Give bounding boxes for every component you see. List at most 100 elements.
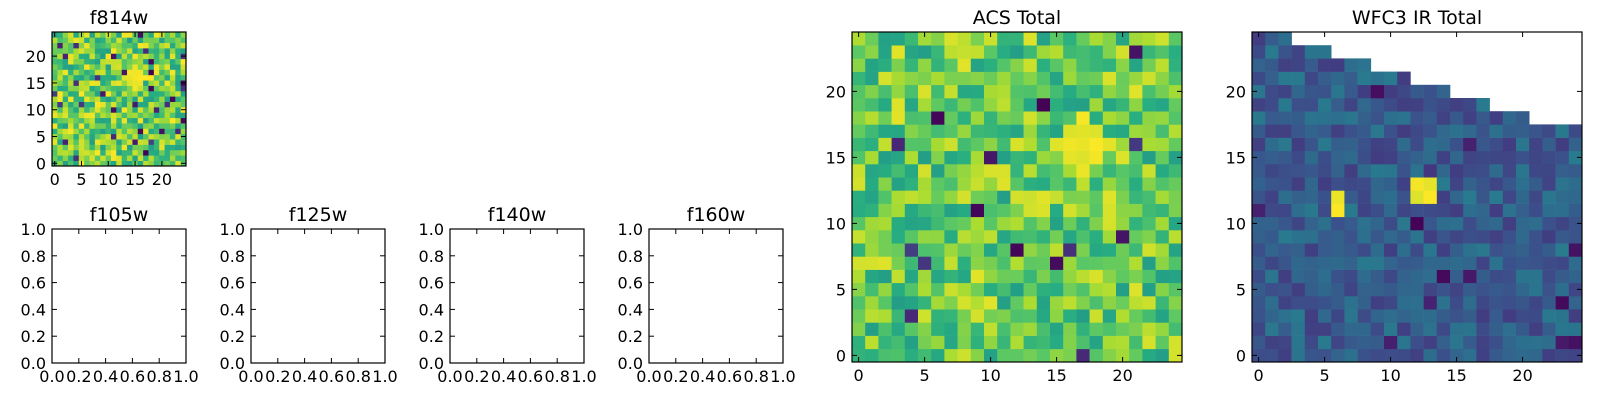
heatmap-cell <box>84 139 90 145</box>
heatmap-cell <box>878 150 892 165</box>
heatmap-cell <box>1555 309 1570 323</box>
heatmap-cell <box>132 123 139 129</box>
x-tick-label: 0.4 <box>292 367 317 386</box>
heatmap-cell <box>1476 203 1490 218</box>
heatmap-cell <box>1318 309 1332 323</box>
heatmap-cell <box>57 64 64 70</box>
heatmap-cell <box>852 282 866 297</box>
heatmap-cell <box>1102 282 1117 297</box>
heatmap-cell <box>52 64 58 70</box>
heatmap-cell <box>1116 111 1130 125</box>
heatmap-cell <box>1357 71 1372 86</box>
heatmap-cell <box>865 243 879 257</box>
heatmap-cell <box>1397 282 1411 297</box>
heatmap-cell <box>164 37 171 44</box>
heatmap-cell <box>73 96 80 102</box>
heatmap-cell <box>1023 177 1038 191</box>
heatmap-cell <box>169 69 176 76</box>
heatmap-cell <box>1089 58 1104 72</box>
heatmap-cell <box>1529 322 1543 336</box>
heatmap-cell <box>944 256 958 270</box>
heatmap-cell <box>1036 190 1051 204</box>
heatmap-cell <box>1489 335 1504 350</box>
heatmap-cell <box>1089 322 1104 336</box>
heatmap-cell <box>94 117 101 124</box>
heatmap-cell <box>1252 137 1266 152</box>
heatmap-cell <box>169 32 176 38</box>
heatmap-cell <box>1291 203 1306 218</box>
heatmap-cell <box>100 139 106 145</box>
heatmap-cell <box>159 155 165 161</box>
heatmap-cell <box>164 107 171 113</box>
heatmap-cell <box>1116 58 1130 72</box>
heatmap-cell <box>110 144 117 151</box>
heatmap-cell <box>159 42 165 49</box>
heatmap-cell <box>127 74 133 81</box>
heatmap-cell <box>918 348 932 363</box>
heatmap-cell <box>1265 84 1279 99</box>
heatmap-cell <box>931 216 945 231</box>
heatmap-cell <box>1010 164 1024 178</box>
heatmap-cell <box>1344 71 1358 86</box>
heatmap-cell <box>169 160 176 167</box>
heatmap-cell <box>143 64 149 70</box>
x-tick-label: 10 <box>980 366 1000 385</box>
heatmap-cell <box>1318 177 1332 191</box>
heatmap-cell <box>1155 348 1170 363</box>
heatmap-cell <box>1423 256 1438 270</box>
heatmap-cell <box>100 69 106 76</box>
heatmap-cell <box>105 107 112 113</box>
heatmap-cell <box>148 80 155 86</box>
heatmap-cell <box>121 144 128 151</box>
heatmap-cell <box>1423 282 1438 297</box>
heatmap-cell <box>1318 190 1332 204</box>
heatmap-cell <box>127 155 133 161</box>
heatmap-cell <box>78 139 85 145</box>
heatmap-cell <box>143 149 149 156</box>
heatmap-cell <box>1010 98 1024 112</box>
heatmap-cell <box>1129 71 1143 86</box>
heatmap-cell <box>1568 216 1583 231</box>
heatmap-cell <box>1142 216 1156 231</box>
heatmap-cell <box>1344 322 1358 336</box>
heatmap-cell <box>1063 190 1077 204</box>
heatmap-cell <box>62 144 69 151</box>
heatmap-cell <box>1278 177 1292 191</box>
heatmap-cell <box>984 216 998 231</box>
heatmap-cell <box>1036 84 1051 99</box>
heatmap-cell <box>1331 124 1345 138</box>
heatmap-cell <box>878 111 892 125</box>
heatmap-cell <box>73 42 80 49</box>
heatmap-cell <box>944 58 958 72</box>
heatmap-cell <box>94 112 101 119</box>
heatmap-cell <box>153 155 160 161</box>
heatmap-cell <box>852 150 866 165</box>
heatmap-cell <box>78 117 85 124</box>
heatmap-cell <box>1036 177 1051 191</box>
heatmap-cell <box>997 32 1011 46</box>
heatmap-cell <box>1450 203 1464 218</box>
heatmap-cell <box>1555 124 1570 138</box>
heatmap-cell <box>1370 84 1385 99</box>
heatmap-cell <box>1278 111 1292 125</box>
heatmap-cell <box>1397 190 1411 204</box>
heatmap-cell <box>891 230 906 244</box>
heatmap-cell <box>110 53 117 60</box>
heatmap-cell <box>891 269 906 284</box>
heatmap-cell <box>1291 98 1306 112</box>
heatmap-cell <box>1436 177 1451 191</box>
heatmap-cell <box>984 58 998 72</box>
heatmap-cell <box>1450 348 1464 363</box>
heatmap-cell <box>1331 164 1345 178</box>
heatmap-cell <box>865 216 879 231</box>
heatmap-cell <box>164 160 171 167</box>
heatmap-cell <box>143 112 149 119</box>
x-tick-label: 0.4 <box>491 367 516 386</box>
heatmap-cell <box>1331 84 1345 99</box>
x-tick-label: 0.6 <box>717 367 742 386</box>
heatmap-cell <box>970 71 985 86</box>
heatmap-cell <box>1542 322 1556 336</box>
heatmap-cell <box>127 90 133 97</box>
heatmap-cell <box>116 149 122 156</box>
